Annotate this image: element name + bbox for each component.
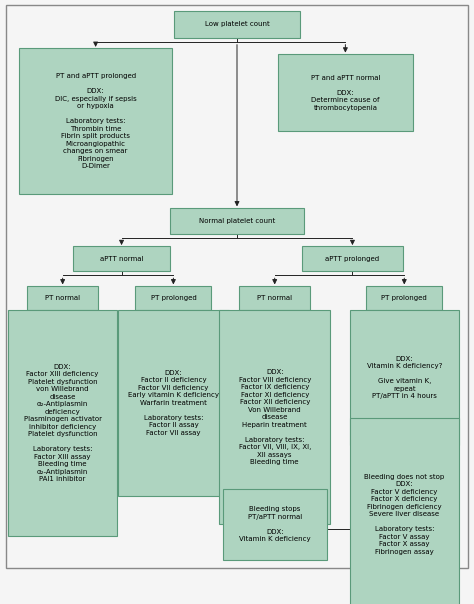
Text: DDX:
Factor II deficiency
Factor VII deficiency
Early vitamin K deficiency
Warfa: DDX: Factor II deficiency Factor VII def… (128, 370, 219, 436)
FancyBboxPatch shape (350, 419, 459, 604)
FancyBboxPatch shape (8, 310, 117, 536)
Text: PT normal: PT normal (45, 295, 80, 301)
FancyBboxPatch shape (219, 310, 330, 524)
Text: PT and aPTT normal

DDX:
Determine cause of
thrombocytopenia: PT and aPTT normal DDX: Determine cause … (310, 74, 380, 111)
FancyBboxPatch shape (170, 208, 304, 234)
Text: PT prolonged: PT prolonged (151, 295, 196, 301)
Text: PT and aPTT prolonged

DDX:
DIC, especially if sepsis
or hypoxia

Laboratory tes: PT and aPTT prolonged DDX: DIC, especial… (55, 73, 137, 169)
Text: DDX:
Factor XIII deficiency
Platelet dysfunction
von Willebrand
disease
α₂-Antip: DDX: Factor XIII deficiency Platelet dys… (24, 364, 101, 482)
FancyBboxPatch shape (118, 310, 229, 496)
FancyBboxPatch shape (174, 10, 300, 38)
FancyBboxPatch shape (278, 54, 413, 131)
FancyBboxPatch shape (27, 286, 98, 309)
FancyBboxPatch shape (136, 286, 211, 309)
FancyBboxPatch shape (19, 48, 173, 194)
Text: Normal platelet count: Normal platelet count (199, 217, 275, 223)
Text: Bleeding stops
PT/aPTT normal

DDX:
Vitamin K deficiency: Bleeding stops PT/aPTT normal DDX: Vitam… (239, 506, 310, 542)
Text: Low platelet count: Low platelet count (205, 21, 269, 27)
FancyBboxPatch shape (301, 246, 403, 271)
FancyBboxPatch shape (73, 246, 170, 271)
FancyBboxPatch shape (223, 489, 327, 559)
Text: DDX:
Factor VIII deficiency
Factor IX deficiency
Factor XI deficiency
Factor XII: DDX: Factor VIII deficiency Factor IX de… (238, 369, 311, 465)
Text: DDX:
Vitamin K deficiency?

Give vitamin K,
repeat
PT/aPTT in 4 hours: DDX: Vitamin K deficiency? Give vitamin … (366, 356, 442, 399)
FancyBboxPatch shape (350, 310, 459, 445)
Text: PT normal: PT normal (257, 295, 292, 301)
FancyBboxPatch shape (239, 286, 310, 309)
Text: PT prolonged: PT prolonged (382, 295, 427, 301)
Text: Bleeding does not stop
DDX:
Factor V deficiency
Factor X deficiency
Fibrinogen d: Bleeding does not stop DDX: Factor V def… (364, 474, 445, 554)
FancyBboxPatch shape (366, 286, 442, 309)
Text: aPTT normal: aPTT normal (100, 256, 143, 262)
Text: aPTT prolonged: aPTT prolonged (325, 256, 380, 262)
FancyBboxPatch shape (6, 5, 468, 568)
